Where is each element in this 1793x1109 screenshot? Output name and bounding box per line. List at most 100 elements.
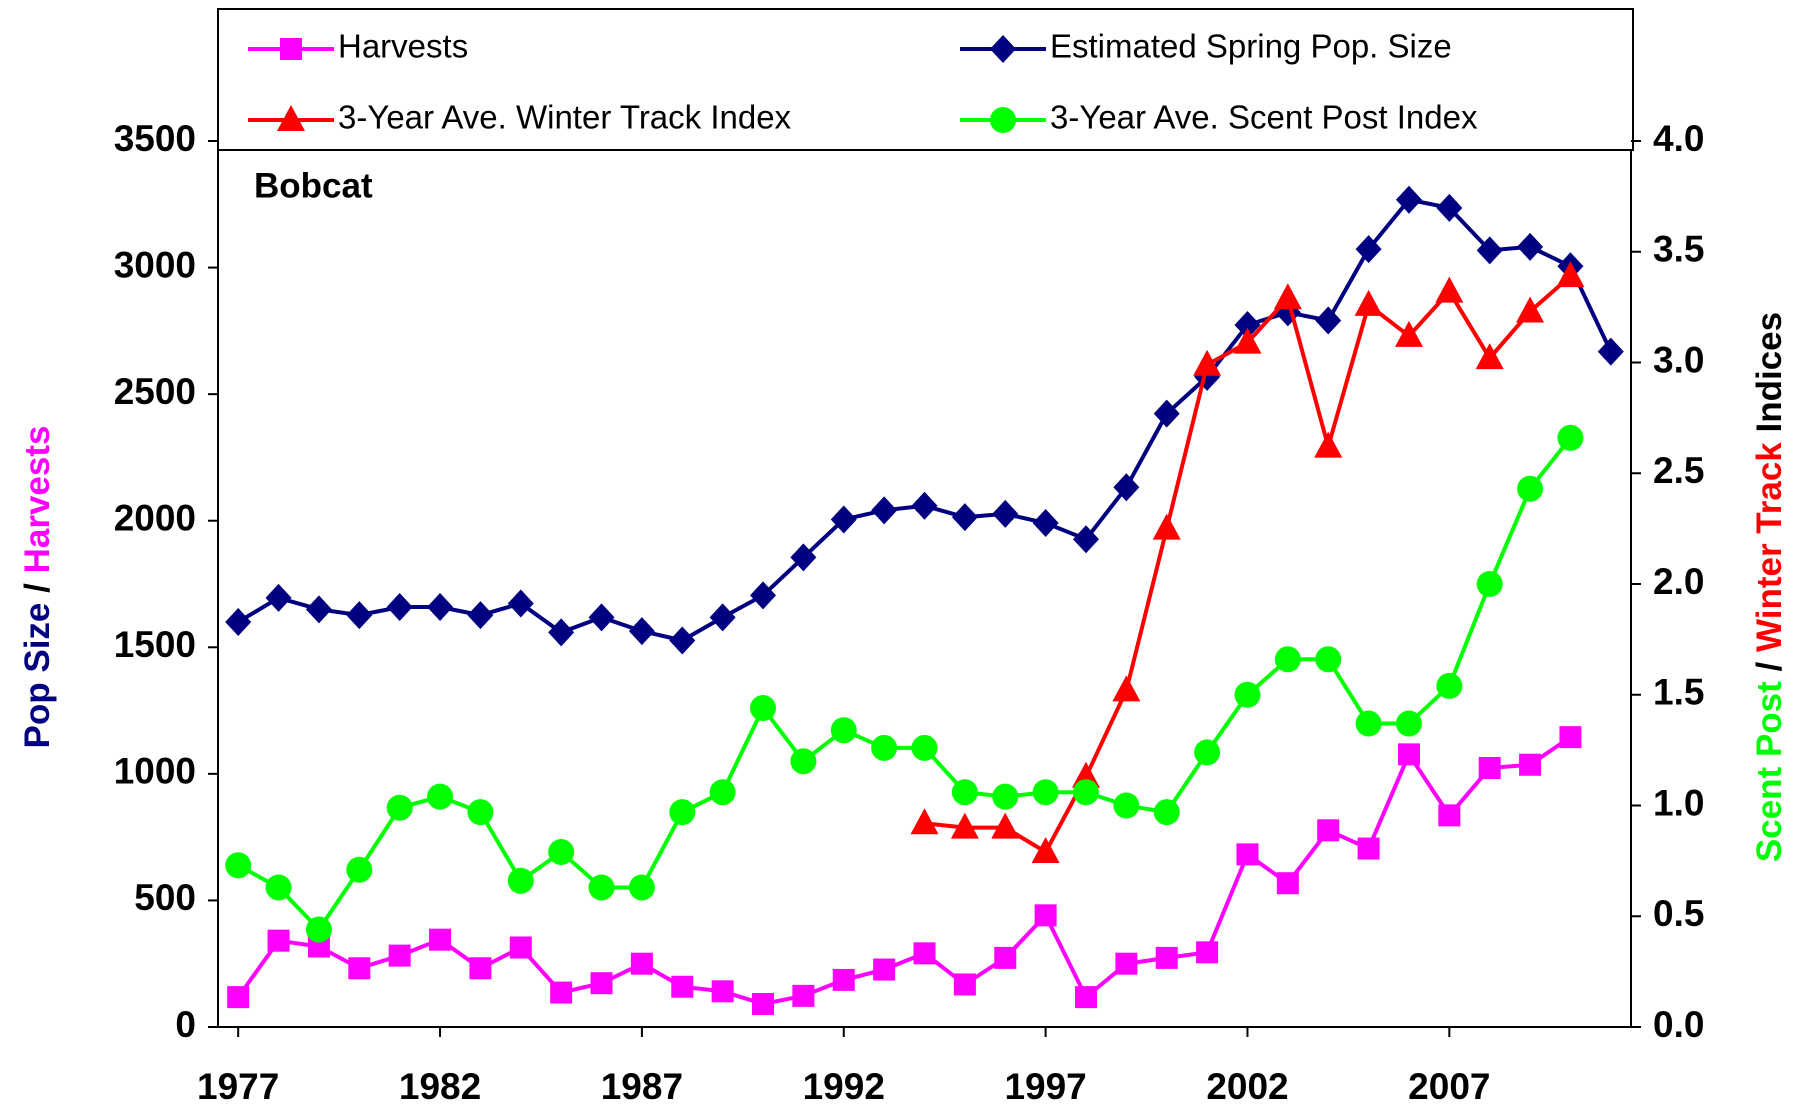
marker: [1395, 185, 1422, 214]
marker: [1355, 235, 1382, 264]
x-tick-label: 2002: [1206, 1066, 1288, 1107]
marker: [1314, 431, 1343, 458]
marker: [590, 972, 613, 995]
y-tick-label: 1500: [114, 624, 196, 665]
marker: [225, 852, 252, 879]
marker: [1274, 646, 1301, 673]
series-line: [236, 735, 1572, 1007]
marker: [1273, 283, 1302, 310]
y-tick-label: 500: [134, 877, 196, 918]
marker: [1072, 779, 1099, 806]
marker: [427, 783, 454, 810]
marker: [467, 601, 494, 630]
axis-label-part: Indices: [1750, 312, 1789, 433]
marker: [750, 581, 777, 610]
marker: [910, 808, 939, 835]
marker: [1115, 952, 1138, 975]
marker: [267, 929, 290, 952]
marker: [1394, 320, 1423, 347]
marker: [992, 783, 1019, 810]
marker: [1597, 337, 1624, 366]
marker: [950, 812, 979, 839]
marker: [1315, 646, 1342, 673]
marker: [1357, 837, 1380, 860]
marker: [277, 105, 305, 131]
axis-label-part: Pop Size: [18, 603, 57, 749]
marker: [992, 499, 1019, 528]
marker: [348, 957, 371, 980]
marker: [1517, 232, 1544, 261]
marker: [548, 618, 575, 647]
annotation: Bobcat: [254, 166, 373, 205]
marker: [871, 496, 898, 525]
marker: [1517, 475, 1544, 502]
marker: [388, 944, 411, 967]
y-axis-label: Pop Size / Harvests: [18, 426, 57, 749]
marker: [671, 975, 694, 998]
marker: [1113, 473, 1140, 502]
marker: [1315, 306, 1342, 335]
legend-label: 3-Year Ave. Scent Post Index: [1050, 99, 1478, 136]
legend-label: 3-Year Ave. Winter Track Index: [338, 99, 792, 136]
y2-tick-label: 1.0: [1653, 782, 1704, 823]
marker: [1436, 672, 1463, 699]
legend-label: Harvests: [338, 28, 468, 65]
marker: [911, 491, 938, 520]
marker: [1559, 726, 1582, 749]
axis-label-part: Harvests: [18, 426, 57, 574]
marker: [1475, 343, 1504, 370]
x-tick-label: 1982: [399, 1066, 481, 1107]
marker: [1355, 710, 1382, 737]
y2-tick-label: 1.5: [1653, 672, 1704, 713]
y-tick-label: 2000: [114, 497, 196, 538]
marker: [1516, 296, 1545, 323]
marker: [1153, 799, 1180, 826]
x-tick-label: 1997: [1004, 1066, 1086, 1107]
marker: [1193, 349, 1222, 376]
marker: [548, 839, 575, 866]
marker: [1438, 804, 1461, 827]
marker: [669, 799, 696, 826]
marker: [630, 952, 653, 975]
marker: [305, 595, 332, 624]
marker: [1478, 757, 1501, 780]
marker: [953, 973, 976, 996]
axis-label-part: Winter Track: [1750, 442, 1789, 652]
marker: [711, 980, 734, 1003]
marker: [990, 107, 1016, 133]
x-tick-label: 2007: [1408, 1066, 1490, 1107]
marker: [830, 717, 857, 744]
marker: [588, 874, 615, 901]
marker: [1071, 761, 1100, 788]
marker: [1152, 513, 1181, 540]
marker: [871, 734, 898, 761]
marker: [507, 589, 534, 618]
marker: [225, 607, 252, 636]
marker: [990, 35, 1016, 63]
marker: [1112, 675, 1141, 702]
marker: [832, 968, 855, 991]
marker: [1072, 525, 1099, 554]
marker: [1074, 986, 1097, 1009]
marker: [1032, 508, 1059, 537]
y2-tick-label: 2.5: [1653, 450, 1704, 491]
axis-label-part: Scent Post: [1750, 681, 1789, 862]
marker: [1317, 819, 1340, 842]
y2-tick-label: 3.0: [1653, 339, 1704, 380]
marker: [509, 936, 532, 959]
marker: [1031, 837, 1060, 864]
y2-tick-label: 2.0: [1653, 561, 1704, 602]
y2-axis-label: Scent Post / Winter Track Indices: [1750, 312, 1789, 862]
marker: [1155, 946, 1178, 969]
marker: [1476, 571, 1503, 597]
marker: [1233, 327, 1262, 354]
series-line: [237, 436, 1573, 933]
x-tick-label: 1977: [197, 1066, 279, 1107]
marker: [1435, 276, 1464, 303]
marker: [1236, 843, 1259, 866]
marker: [913, 942, 936, 965]
y-tick-label: 3000: [114, 244, 196, 285]
series-line: [237, 197, 1613, 643]
x-tick-label: 1987: [601, 1066, 683, 1107]
marker: [469, 957, 492, 980]
